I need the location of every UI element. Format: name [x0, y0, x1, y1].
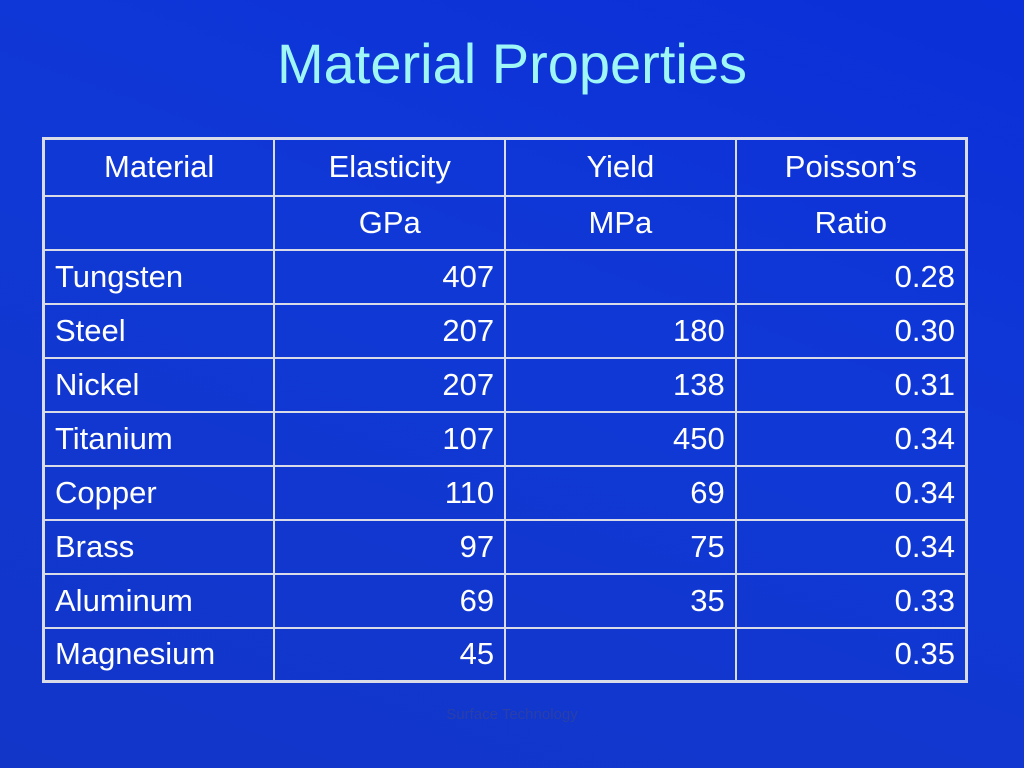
header-cell-elasticity: Elasticity: [273, 137, 507, 197]
elasticity-cell: 207: [273, 302, 507, 359]
yield-cell: 69: [504, 464, 737, 521]
table-header-row: Material Elasticity Yield Poisson’s: [42, 137, 968, 197]
yield-cell: 138: [504, 356, 737, 413]
poisson-ratio-cell: 0.34: [734, 518, 968, 575]
yield-cell: 75: [504, 518, 737, 575]
yield-cell: [504, 248, 737, 305]
elasticity-cell: 45: [273, 626, 507, 683]
yield-cell: 180: [504, 302, 737, 359]
header-cell-yield: Yield: [504, 137, 737, 197]
elasticity-cell: 69: [273, 572, 507, 629]
material-name-cell: Steel: [42, 302, 276, 359]
poisson-ratio-cell: 0.28: [734, 248, 968, 305]
table-row: Copper 110 69 0.34: [42, 464, 968, 521]
material-name-cell: Tungsten: [42, 248, 276, 305]
units-cell-yield: MPa: [504, 194, 737, 251]
table-row: Magnesium 45 0.35: [42, 626, 968, 683]
units-cell-elasticity: GPa: [273, 194, 507, 251]
units-cell-material: [42, 194, 276, 251]
yield-cell: 35: [504, 572, 737, 629]
table-row: Nickel 207 138 0.31: [42, 356, 968, 413]
elasticity-cell: 97: [273, 518, 507, 575]
poisson-ratio-cell: 0.31: [734, 356, 968, 413]
material-name-cell: Aluminum: [42, 572, 276, 629]
header-cell-material: Material: [42, 137, 276, 197]
poisson-ratio-cell: 0.34: [734, 410, 968, 467]
units-cell-poissons: Ratio: [734, 194, 968, 251]
material-name-cell: Magnesium: [42, 626, 276, 683]
slide-footer: Surface Technology: [446, 706, 578, 723]
table-units-row: GPa MPa Ratio: [42, 194, 968, 251]
poisson-ratio-cell: 0.30: [734, 302, 968, 359]
yield-cell: 450: [504, 410, 737, 467]
material-name-cell: Nickel: [42, 356, 276, 413]
elasticity-cell: 407: [273, 248, 507, 305]
table-row: Steel 207 180 0.30: [42, 302, 968, 359]
table-row: Brass 97 75 0.34: [42, 518, 968, 575]
poisson-ratio-cell: 0.34: [734, 464, 968, 521]
table-row: Tungsten 407 0.28: [42, 248, 968, 305]
material-properties-table: Material Elasticity Yield Poisson’s GPa …: [42, 137, 968, 683]
material-name-cell: Brass: [42, 518, 276, 575]
table-row: Titanium 107 450 0.34: [42, 410, 968, 467]
poisson-ratio-cell: 0.33: [734, 572, 968, 629]
header-cell-poissons: Poisson’s: [734, 137, 968, 197]
elasticity-cell: 207: [273, 356, 507, 413]
elasticity-cell: 107: [273, 410, 507, 467]
yield-cell: [504, 626, 737, 683]
material-name-cell: Titanium: [42, 410, 276, 467]
elasticity-cell: 110: [273, 464, 507, 521]
poisson-ratio-cell: 0.35: [734, 626, 968, 683]
table-row: Aluminum 69 35 0.33: [42, 572, 968, 629]
slide-title: Material Properties: [277, 32, 747, 95]
material-name-cell: Copper: [42, 464, 276, 521]
